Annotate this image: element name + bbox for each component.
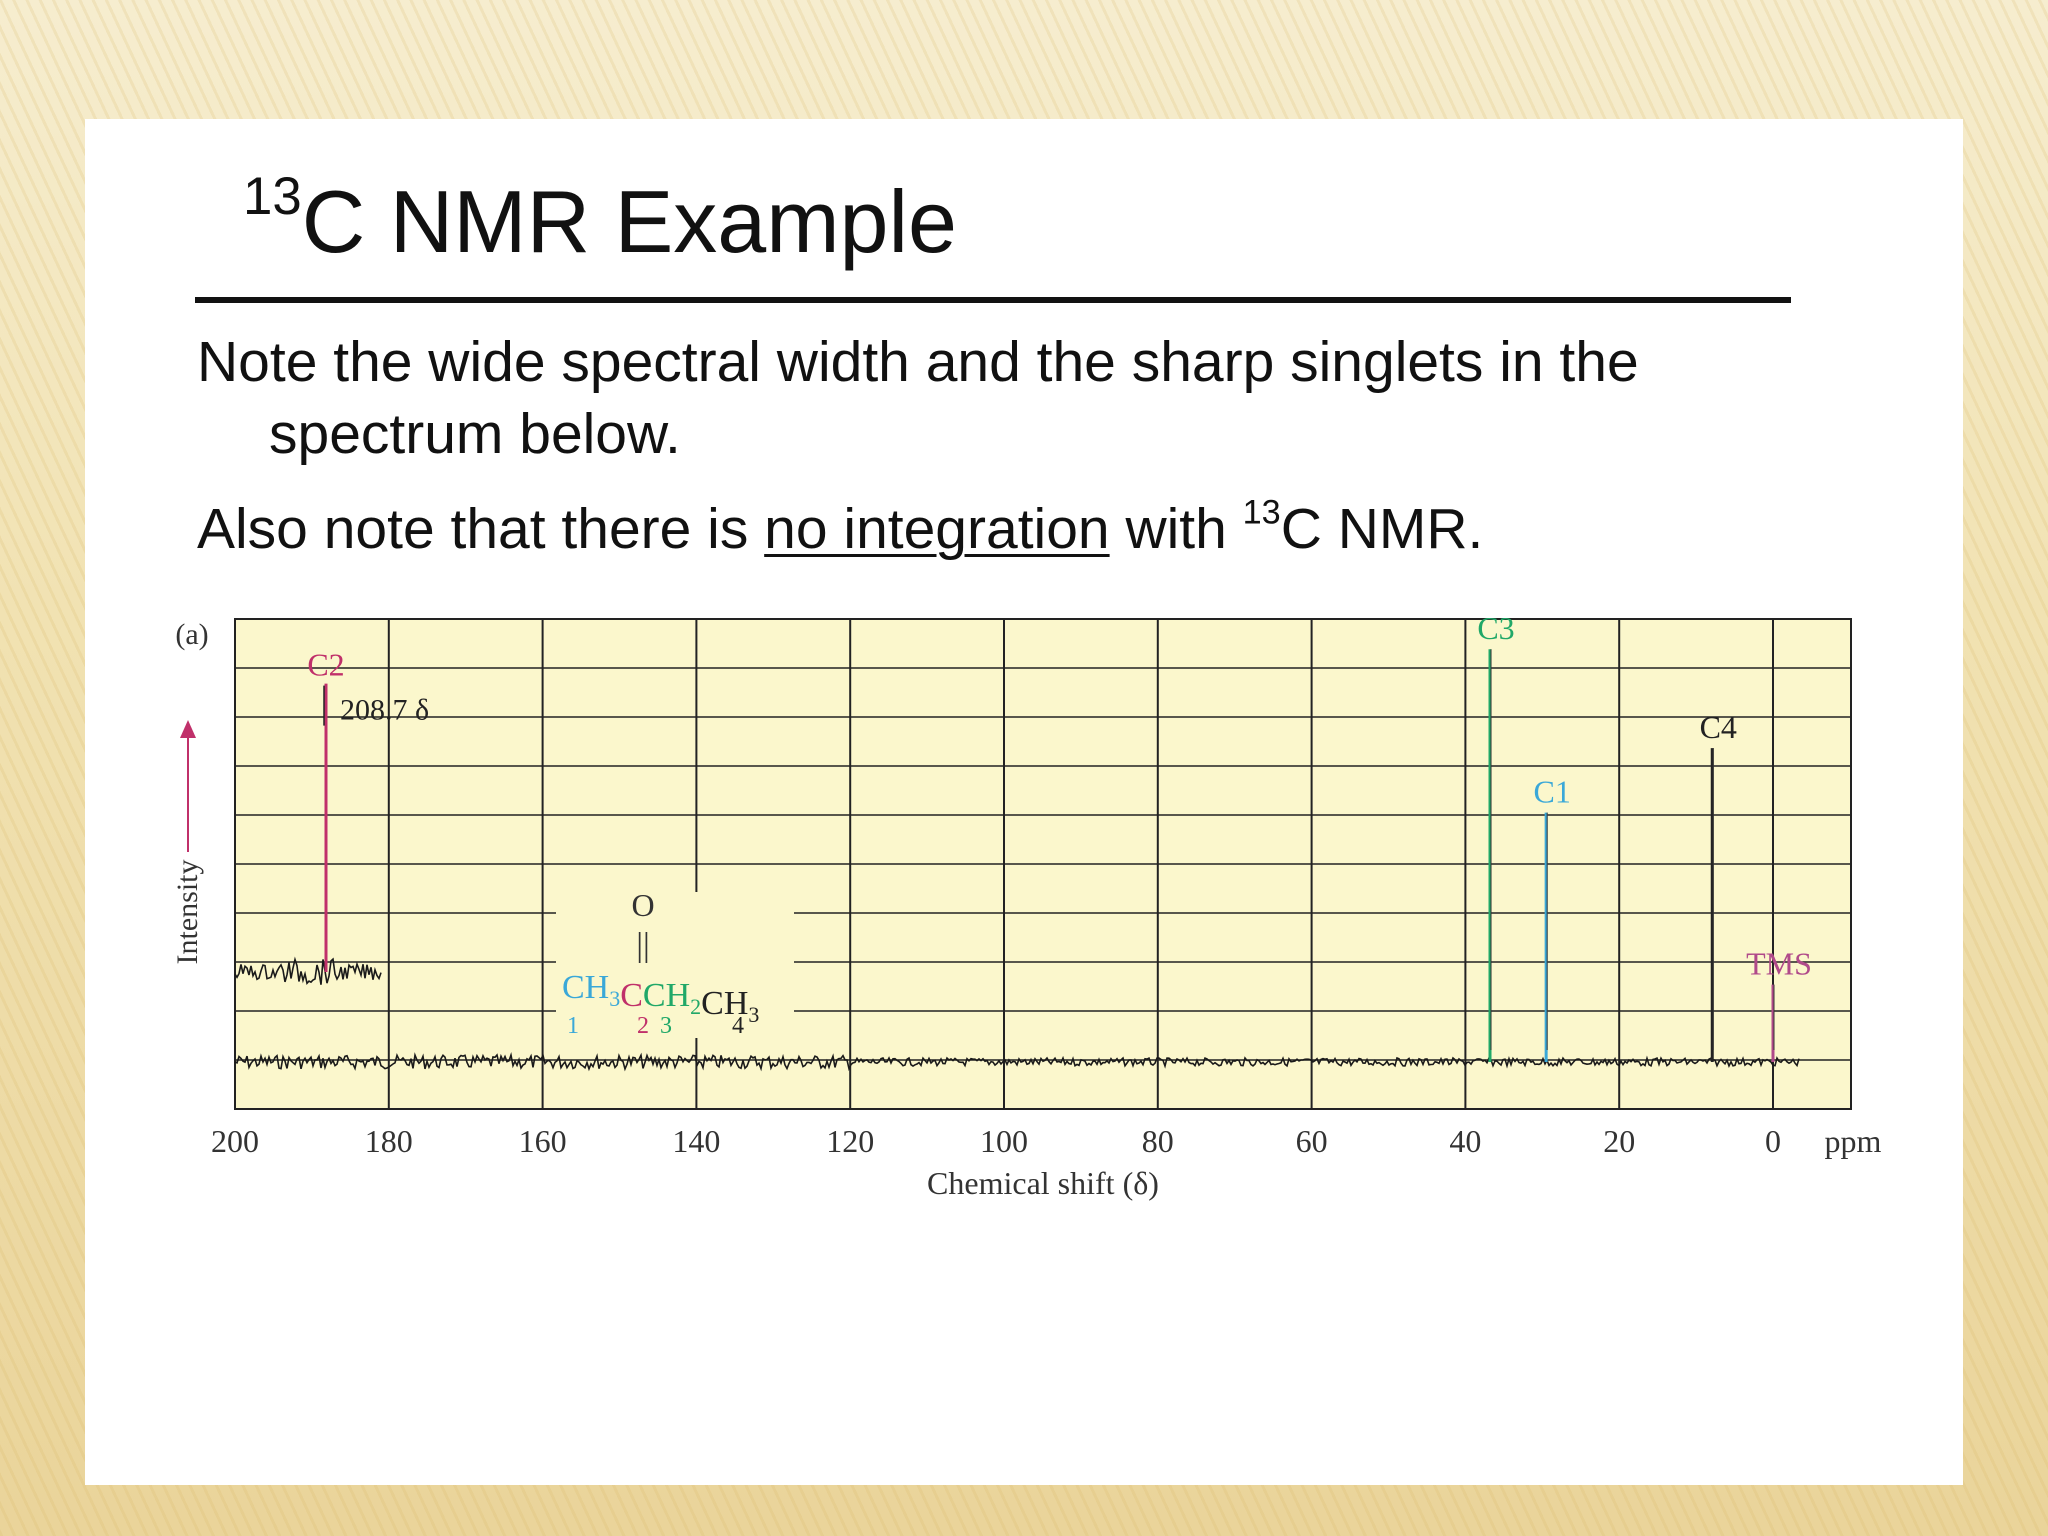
y-axis-arrow-head xyxy=(180,720,196,738)
x-tick-label: 40 xyxy=(1449,1123,1481,1159)
x-tick-label: 140 xyxy=(672,1123,720,1159)
x-tick-label: 80 xyxy=(1142,1123,1174,1159)
formula-subscript: 2 xyxy=(690,994,701,1019)
x-tick-label: 120 xyxy=(826,1123,874,1159)
formula-subscript: 3 xyxy=(748,1002,759,1027)
title-text: C NMR Example xyxy=(301,172,957,271)
x-tick-label: 160 xyxy=(519,1123,567,1159)
inset-baseline xyxy=(234,956,382,985)
y-axis-label: Intensity xyxy=(171,860,204,965)
peak-label-c3: C3 xyxy=(1477,610,1514,646)
spectrum-baseline xyxy=(234,1052,1800,1072)
bullet-2-underlined: no integration xyxy=(764,497,1110,561)
atom-number: 3 xyxy=(660,1013,672,1039)
molecule-double-bond: || xyxy=(636,927,650,964)
x-tick-label: 100 xyxy=(980,1123,1028,1159)
peak-label-c1: C1 xyxy=(1533,774,1570,810)
title-divider xyxy=(195,297,1791,303)
panel-label: (a) xyxy=(175,618,208,651)
atom-number: 2 xyxy=(637,1013,649,1039)
bullet-1-line-2: spectrum below. xyxy=(269,402,681,466)
formula-group: CH xyxy=(562,969,609,1006)
x-tick-label: 0 xyxy=(1765,1123,1781,1159)
bullet-1-line-1: Note the wide spectral width and the sha… xyxy=(197,330,1639,394)
peak-label-c2: C2 xyxy=(307,647,344,683)
peak-label-tms: TMS xyxy=(1746,946,1812,982)
formula-group: C xyxy=(620,977,643,1014)
x-tick-label: 20 xyxy=(1603,1123,1635,1159)
molecule-oxygen: O xyxy=(631,887,654,923)
atom-number: 4 xyxy=(732,1013,744,1039)
annotation-text: 208.7 δ xyxy=(340,694,429,727)
bullet-2-middle: with xyxy=(1109,497,1243,561)
formula-subscript: 3 xyxy=(609,986,620,1011)
formula-group: CH xyxy=(701,985,748,1022)
atom-number: 1 xyxy=(567,1013,579,1039)
bullet-2: Also note that there is no integration w… xyxy=(197,495,1483,563)
peak-label-c4: C4 xyxy=(1700,709,1737,745)
x-tick-label: 180 xyxy=(365,1123,413,1159)
x-axis-label: Chemical shift (δ) xyxy=(927,1165,1159,1201)
slide-title: 13C NMR Example xyxy=(243,169,957,275)
bullet-2-superscript: 13 xyxy=(1242,493,1281,532)
molecule-backdrop xyxy=(556,892,794,1038)
bullet-2-suffix: C NMR. xyxy=(1280,497,1484,561)
title-superscript: 13 xyxy=(243,166,302,226)
molecule-formula: CH3CCH2CH3 xyxy=(562,969,759,1027)
x-unit-label: ppm xyxy=(1825,1123,1882,1159)
bullet-2-prefix: Also note that there is xyxy=(197,497,765,561)
x-tick-label: 60 xyxy=(1296,1123,1328,1159)
x-tick-label: 200 xyxy=(211,1123,259,1159)
formula-group: CH xyxy=(643,977,690,1014)
